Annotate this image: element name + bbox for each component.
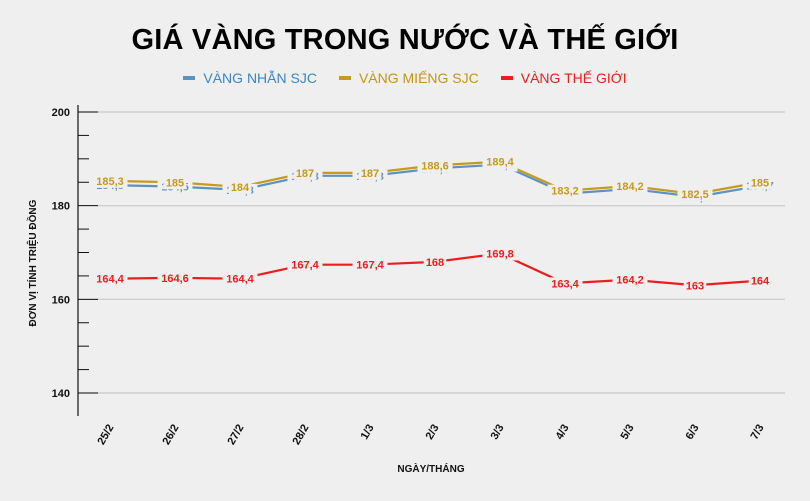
data-label: 164,2 bbox=[616, 275, 644, 287]
data-label: 164 bbox=[751, 276, 770, 288]
data-label: 168 bbox=[426, 257, 444, 269]
data-label: 187 bbox=[361, 168, 379, 180]
label-bg bbox=[683, 279, 707, 293]
label-bg bbox=[482, 247, 518, 261]
x-tick-label: 3/3 bbox=[489, 423, 507, 442]
y-tick-label: 200 bbox=[52, 107, 70, 119]
data-label: 182,5 bbox=[681, 189, 709, 201]
data-label: 169,8 bbox=[486, 248, 514, 260]
data-label: 183,2 bbox=[551, 186, 579, 198]
x-tick-label: 6/3 bbox=[684, 423, 702, 442]
legend-label-vang-nhan: VÀNG NHẪN SJC bbox=[203, 70, 317, 86]
label-bg bbox=[482, 155, 518, 169]
x-tick-label: 2/3 bbox=[424, 423, 442, 442]
data-label: 185,3 bbox=[96, 176, 124, 188]
data-label: 167,4 bbox=[356, 260, 384, 272]
label-bg bbox=[423, 255, 447, 269]
label-bg bbox=[358, 166, 382, 180]
label-bg bbox=[677, 187, 713, 201]
data-label: 185 bbox=[751, 177, 769, 189]
data-label: 164,4 bbox=[96, 274, 124, 286]
label-bg bbox=[748, 274, 772, 288]
label-bg bbox=[417, 159, 453, 173]
x-tick-label: 5/3 bbox=[619, 423, 637, 442]
label-bg bbox=[92, 272, 128, 286]
label-bg bbox=[612, 273, 648, 287]
x-tick-label: 7/3 bbox=[749, 423, 767, 442]
x-tick-label: 28/2 bbox=[290, 423, 311, 448]
label-bg bbox=[748, 176, 772, 190]
label-bg bbox=[547, 184, 583, 198]
legend-item-vang-the-gioi: VÀNG THẾ GIỚI bbox=[500, 70, 627, 86]
x-tick-label: 27/2 bbox=[225, 423, 246, 448]
x-tick-label: 26/2 bbox=[160, 423, 181, 448]
y-tick-label: 180 bbox=[52, 201, 70, 213]
x-tick-label: 4/3 bbox=[554, 423, 572, 442]
data-label: 163,4 bbox=[551, 278, 579, 290]
legend-swatch-vang-nhan bbox=[183, 76, 196, 80]
legend-swatch-vang-the-gioi bbox=[500, 76, 513, 80]
legend-item-vang-mieng: VÀNG MIẾNG SJC bbox=[338, 70, 479, 86]
label-bg bbox=[92, 174, 128, 188]
label-bg bbox=[547, 277, 583, 291]
data-label: 167,4 bbox=[291, 260, 319, 272]
label-bg bbox=[157, 271, 193, 285]
label-bg bbox=[612, 179, 648, 193]
legend: VÀNG NHẪN SJC VÀNG MIẾNG SJC VÀNG THẾ GI… bbox=[0, 70, 810, 86]
x-tick-label: 1/3 bbox=[359, 423, 377, 442]
data-label: 184 bbox=[231, 182, 250, 194]
legend-label-vang-mieng: VÀNG MIẾNG SJC bbox=[358, 70, 479, 86]
legend-label-vang-the-gioi: VÀNG THẾ GIỚI bbox=[520, 70, 627, 86]
label-bg bbox=[228, 180, 252, 194]
legend-item-vang-nhan: VÀNG NHẪN SJC bbox=[183, 70, 317, 86]
data-label: 163 bbox=[686, 280, 704, 292]
data-label: 189,4 bbox=[486, 157, 514, 169]
data-label: 164,6 bbox=[161, 273, 189, 285]
label-bg bbox=[163, 176, 187, 190]
data-label: 188,6 bbox=[421, 160, 449, 172]
data-label: 164,4 bbox=[226, 274, 254, 286]
data-label: 184,2 bbox=[616, 181, 644, 193]
chart-title: GIÁ VÀNG TRONG NƯỚC VÀ THẾ GIỚI bbox=[131, 24, 679, 56]
data-labels: 184,8184,5183,8186,8186,8188,4189,218318… bbox=[92, 155, 778, 293]
label-bg bbox=[352, 258, 388, 272]
data-label: 187 bbox=[296, 168, 314, 180]
x-tick-label: 25/2 bbox=[95, 423, 116, 448]
gridlines bbox=[78, 111, 785, 394]
y-tick-label: 160 bbox=[52, 294, 70, 306]
x-axis-title: NGÀY/THÁNG bbox=[397, 462, 464, 475]
label-bg bbox=[287, 258, 323, 272]
y-axis-title: ĐƠN VỊ TÍNH TRIỆU ĐỒNG bbox=[26, 199, 39, 326]
label-bg bbox=[293, 166, 317, 180]
label-bg bbox=[222, 272, 258, 286]
legend-swatch-vang-mieng bbox=[338, 76, 351, 80]
y-tick-label: 140 bbox=[52, 388, 70, 400]
data-label: 185 bbox=[166, 177, 184, 189]
